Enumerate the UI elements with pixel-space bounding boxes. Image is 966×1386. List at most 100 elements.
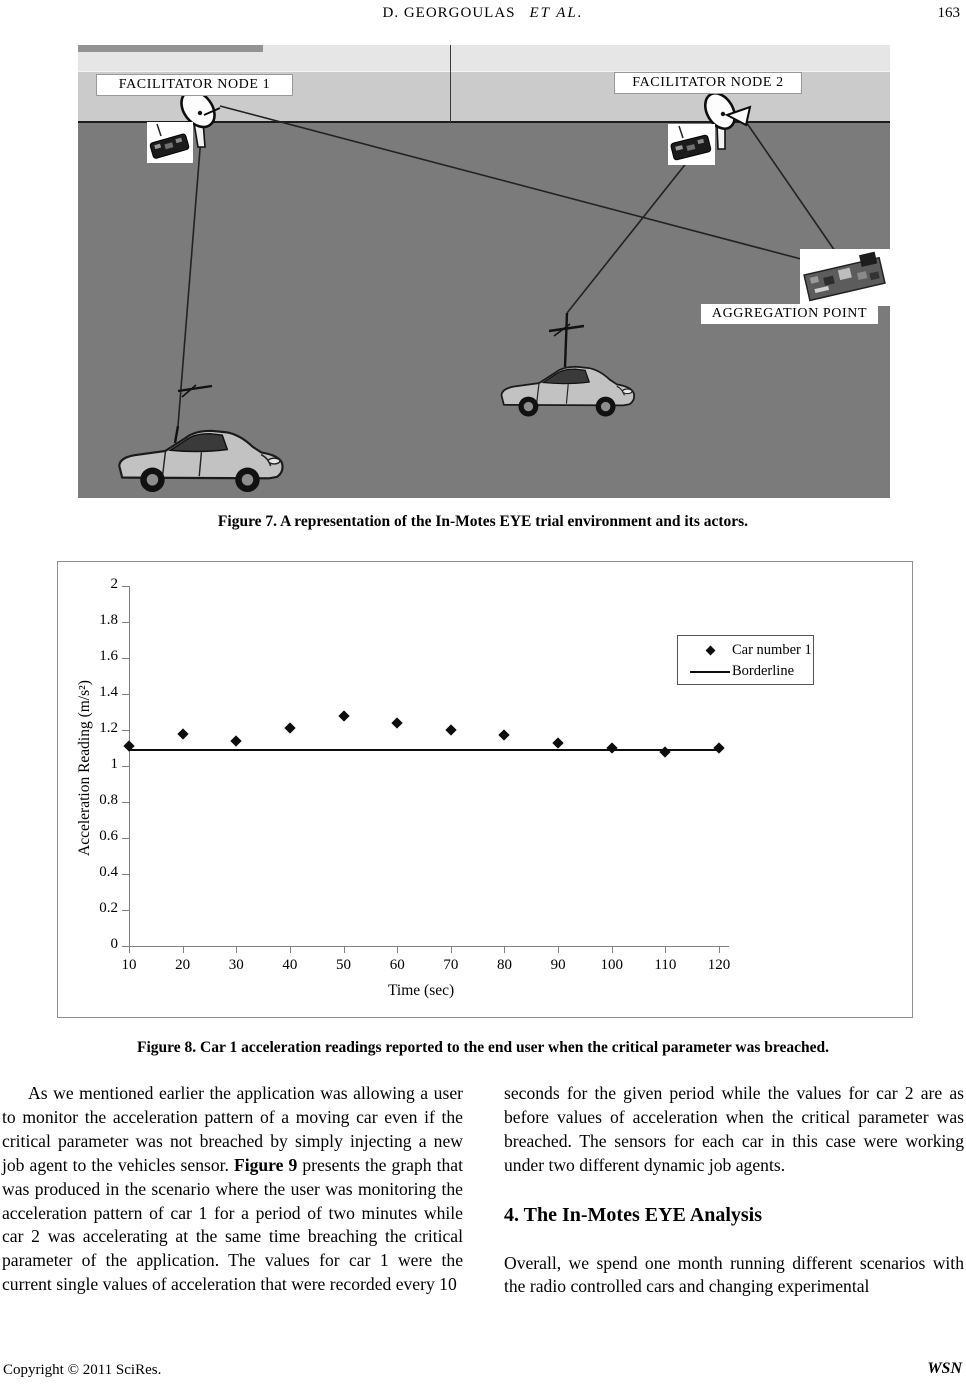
figure8-caption: Figure 8. Car 1 acceleration readings re… bbox=[137, 1039, 829, 1056]
legend-label: Borderline bbox=[732, 663, 795, 679]
y-tick bbox=[122, 910, 129, 911]
data-point-diamond bbox=[606, 742, 618, 754]
x-axis bbox=[129, 946, 730, 947]
running-head: D. GEORGOULAS ET AL. bbox=[0, 5, 966, 22]
satellite-dish1-icon bbox=[180, 89, 221, 148]
x-tick bbox=[397, 946, 399, 953]
x-tick-label: 70 bbox=[443, 957, 459, 973]
chart-legend: Car number 1 Borderline bbox=[677, 635, 814, 685]
y-tick bbox=[122, 586, 129, 587]
data-point-diamond bbox=[337, 709, 350, 722]
x-tick bbox=[182, 946, 184, 953]
data-point-diamond bbox=[552, 736, 564, 749]
car1-icon bbox=[118, 429, 284, 494]
paragraph: As we mentioned earlier the application … bbox=[2, 1082, 463, 1297]
y-tick bbox=[122, 874, 129, 875]
x-tick-label: 110 bbox=[654, 957, 677, 973]
x-tick bbox=[450, 946, 452, 953]
x-tick-label: 20 bbox=[175, 957, 191, 973]
running-head-etal: ET AL. bbox=[529, 5, 584, 21]
y-tick bbox=[122, 802, 129, 803]
x-tick bbox=[558, 946, 560, 953]
journal-abbrev: WSN bbox=[927, 1360, 962, 1377]
x-tick bbox=[236, 946, 238, 953]
data-point-diamond bbox=[284, 722, 296, 734]
diagram-overlay bbox=[118, 89, 836, 494]
car2-antenna bbox=[548, 312, 585, 368]
y-axis bbox=[129, 586, 130, 947]
y-tick-label: 0 bbox=[110, 936, 119, 952]
y-tick bbox=[122, 946, 129, 947]
mote1-card bbox=[147, 122, 193, 163]
aggregation-point-label: AGGREGATION POINT bbox=[701, 304, 878, 324]
mote2-card bbox=[668, 124, 715, 165]
x-tick-label: 40 bbox=[282, 957, 298, 973]
x-tick-label: 10 bbox=[121, 957, 137, 973]
link-node1-car1 bbox=[177, 123, 203, 427]
diamond-marker-icon bbox=[705, 645, 715, 656]
data-point-diamond bbox=[230, 735, 242, 747]
aggregation-card bbox=[800, 249, 890, 306]
line-marker-icon bbox=[690, 670, 730, 673]
data-point-diamond bbox=[391, 717, 403, 729]
paragraph-text: As we mentioned earlier the application … bbox=[2, 1083, 463, 1175]
figure9-reference: Figure 9 bbox=[233, 1154, 298, 1175]
y-tick bbox=[122, 694, 129, 695]
y-tick-label: 1.4 bbox=[99, 684, 118, 700]
body-column-right: seconds for the given period while the v… bbox=[504, 1082, 964, 1299]
x-tick bbox=[129, 946, 130, 953]
data-point-diamond bbox=[445, 724, 457, 736]
ceiling-edge bbox=[78, 45, 263, 52]
y-tick-label: 0.6 bbox=[99, 828, 118, 844]
data-point-diamond bbox=[498, 729, 511, 742]
car2-icon bbox=[500, 365, 636, 418]
y-tick-label: 2 bbox=[110, 576, 119, 592]
y-tick bbox=[122, 658, 129, 659]
x-tick bbox=[343, 946, 345, 953]
figure7-diagram: FACILITATOR NODE 1 FACILITATOR NODE 2 AG… bbox=[78, 45, 890, 498]
x-tick-label: 30 bbox=[228, 957, 244, 973]
legend-entry-borderline: Borderline bbox=[688, 661, 813, 682]
connection-lines bbox=[177, 105, 836, 427]
facilitator-node2-label: FACILITATOR NODE 2 bbox=[614, 72, 802, 94]
y-tick-label: 1.6 bbox=[99, 648, 118, 664]
car1-antenna bbox=[173, 384, 213, 444]
y-tick-label: 0.4 bbox=[99, 864, 118, 880]
data-point-diamond bbox=[659, 745, 672, 758]
figure8-chart: Acceleration Reading (m/s²) Time (sec) C… bbox=[57, 561, 913, 1018]
x-tick bbox=[504, 946, 506, 953]
x-tick bbox=[289, 946, 291, 953]
y-tick-label: 1.8 bbox=[99, 612, 118, 628]
y-tick-label: 0.2 bbox=[99, 900, 118, 916]
x-axis-title: Time (sec) bbox=[388, 982, 455, 999]
section-heading: 4. The In-Motes EYE Analysis bbox=[504, 1203, 763, 1226]
paragraph-text: presents the graph that was produced in … bbox=[2, 1154, 463, 1295]
paragraph: Overall, we spend one month running diff… bbox=[504, 1252, 964, 1297]
wall-floor-line bbox=[78, 121, 890, 123]
y-tick bbox=[122, 730, 129, 731]
link-node1-aggregation bbox=[219, 105, 802, 260]
borderline-series bbox=[129, 748, 720, 751]
legend-label: Car number 1 bbox=[732, 642, 812, 658]
x-tick-label: 90 bbox=[550, 957, 566, 973]
facilitator-node1-label: FACILITATOR NODE 1 bbox=[96, 74, 293, 96]
link-node2-aggregation bbox=[743, 118, 836, 252]
y-tick-label: 1 bbox=[110, 756, 119, 772]
x-tick-label: 50 bbox=[336, 957, 352, 973]
paragraph: seconds for the given period while the v… bbox=[504, 1083, 964, 1175]
mote1-icon bbox=[149, 123, 190, 159]
room-corner-line bbox=[450, 45, 451, 122]
mote2-icon bbox=[670, 125, 712, 161]
x-tick bbox=[719, 946, 721, 953]
x-tick bbox=[665, 946, 667, 953]
legend-entry-car1: Car number 1 bbox=[688, 640, 813, 661]
satellite-dish2-icon bbox=[703, 92, 752, 150]
x-tick-label: 80 bbox=[496, 957, 512, 973]
x-tick-label: 60 bbox=[389, 957, 405, 973]
y-tick-label: 1.2 bbox=[99, 720, 118, 736]
y-tick bbox=[122, 838, 129, 839]
figure7-caption: Figure 7. A representation of the In-Mot… bbox=[217, 513, 749, 530]
page-number: 163 bbox=[937, 5, 961, 21]
data-point-diamond bbox=[713, 742, 725, 754]
